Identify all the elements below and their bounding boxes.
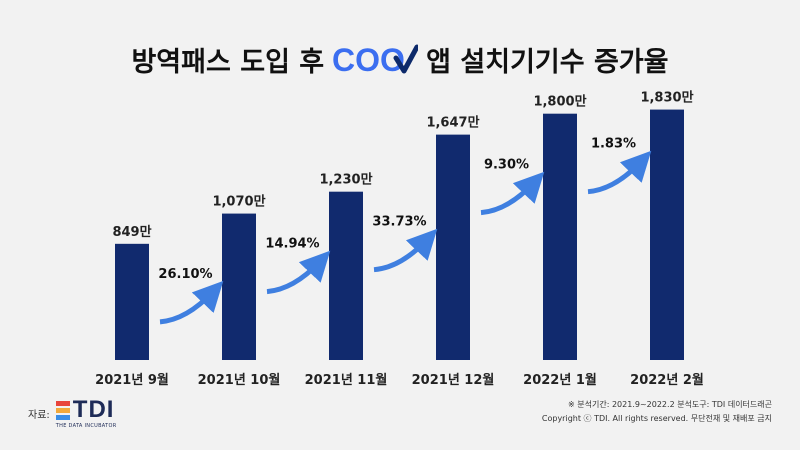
growth-rate-label: 26.10%: [158, 267, 212, 282]
x-tick-label: 2021년 12월: [412, 372, 495, 388]
x-tick-label: 2021년 10월: [198, 372, 281, 388]
bar: [543, 113, 577, 361]
source-label: 자료:: [28, 410, 50, 421]
bar-value-label: 849만: [112, 224, 151, 240]
check-icon: [393, 44, 419, 73]
coov-logo: COO: [332, 44, 419, 76]
bar: [222, 213, 256, 360]
footer-notes: ※ 분석기간: 2021.9~2022.2 분석도구: TDI 데이터드래곤 C…: [542, 398, 772, 426]
source: 자료: TDI THE DATA INCUBATOR: [28, 396, 117, 430]
tdi-logo-subtitle: THE DATA INCUBATOR: [55, 423, 117, 429]
growth-rate-label: 14.94%: [265, 237, 319, 252]
bar-value-label: 1,830만: [640, 90, 693, 106]
title-prefix: 방역패스 도입 후: [131, 47, 325, 78]
growth-arrow: [480, 171, 545, 216]
growth-arrow: [587, 150, 652, 195]
bar: [115, 243, 149, 360]
x-tick-label: 2021년 11월: [305, 372, 388, 388]
bar: [329, 191, 363, 360]
copyright-note: Copyright ⓒ TDI. All rights reserved. 무단…: [541, 414, 772, 423]
growth-arrow: [373, 228, 438, 273]
growth-rate-label: 1.83%: [591, 137, 636, 152]
x-tick-label: 2022년 1월: [523, 372, 597, 388]
growth-arrow: [266, 250, 331, 295]
tdi-logo: TDI THE DATA INCUBATOR: [55, 396, 117, 429]
bar-value-label: 1,647만: [426, 115, 479, 131]
chart-title: 방역패스 도입 후 COO 앱 설치기기수 증가율: [0, 40, 800, 79]
growth-rate-label: 9.30%: [484, 158, 529, 173]
bar: [436, 134, 470, 360]
bar-value-label: 1,230만: [319, 172, 372, 188]
tdi-logo-icon: [55, 400, 70, 420]
title-suffix: 앱 설치기기수 증가율: [426, 47, 669, 78]
bar-value-label: 1,070만: [212, 194, 265, 210]
growth-rate-label: 33.73%: [372, 215, 426, 230]
bar: [650, 109, 684, 360]
analysis-note: ※ 분석기간: 2021.9~2022.2 분석도구: TDI 데이터드래곤: [568, 400, 772, 409]
x-tick-label: 2021년 9월: [95, 372, 169, 388]
coov-logo-icon: COO: [332, 44, 419, 76]
growth-arrow: [159, 280, 224, 325]
tdi-logo-text: TDI: [72, 396, 115, 423]
bar-value-label: 1,800만: [533, 94, 586, 110]
x-tick-label: 2022년 2월: [630, 372, 704, 388]
coov-brand-text: COO: [332, 44, 405, 76]
